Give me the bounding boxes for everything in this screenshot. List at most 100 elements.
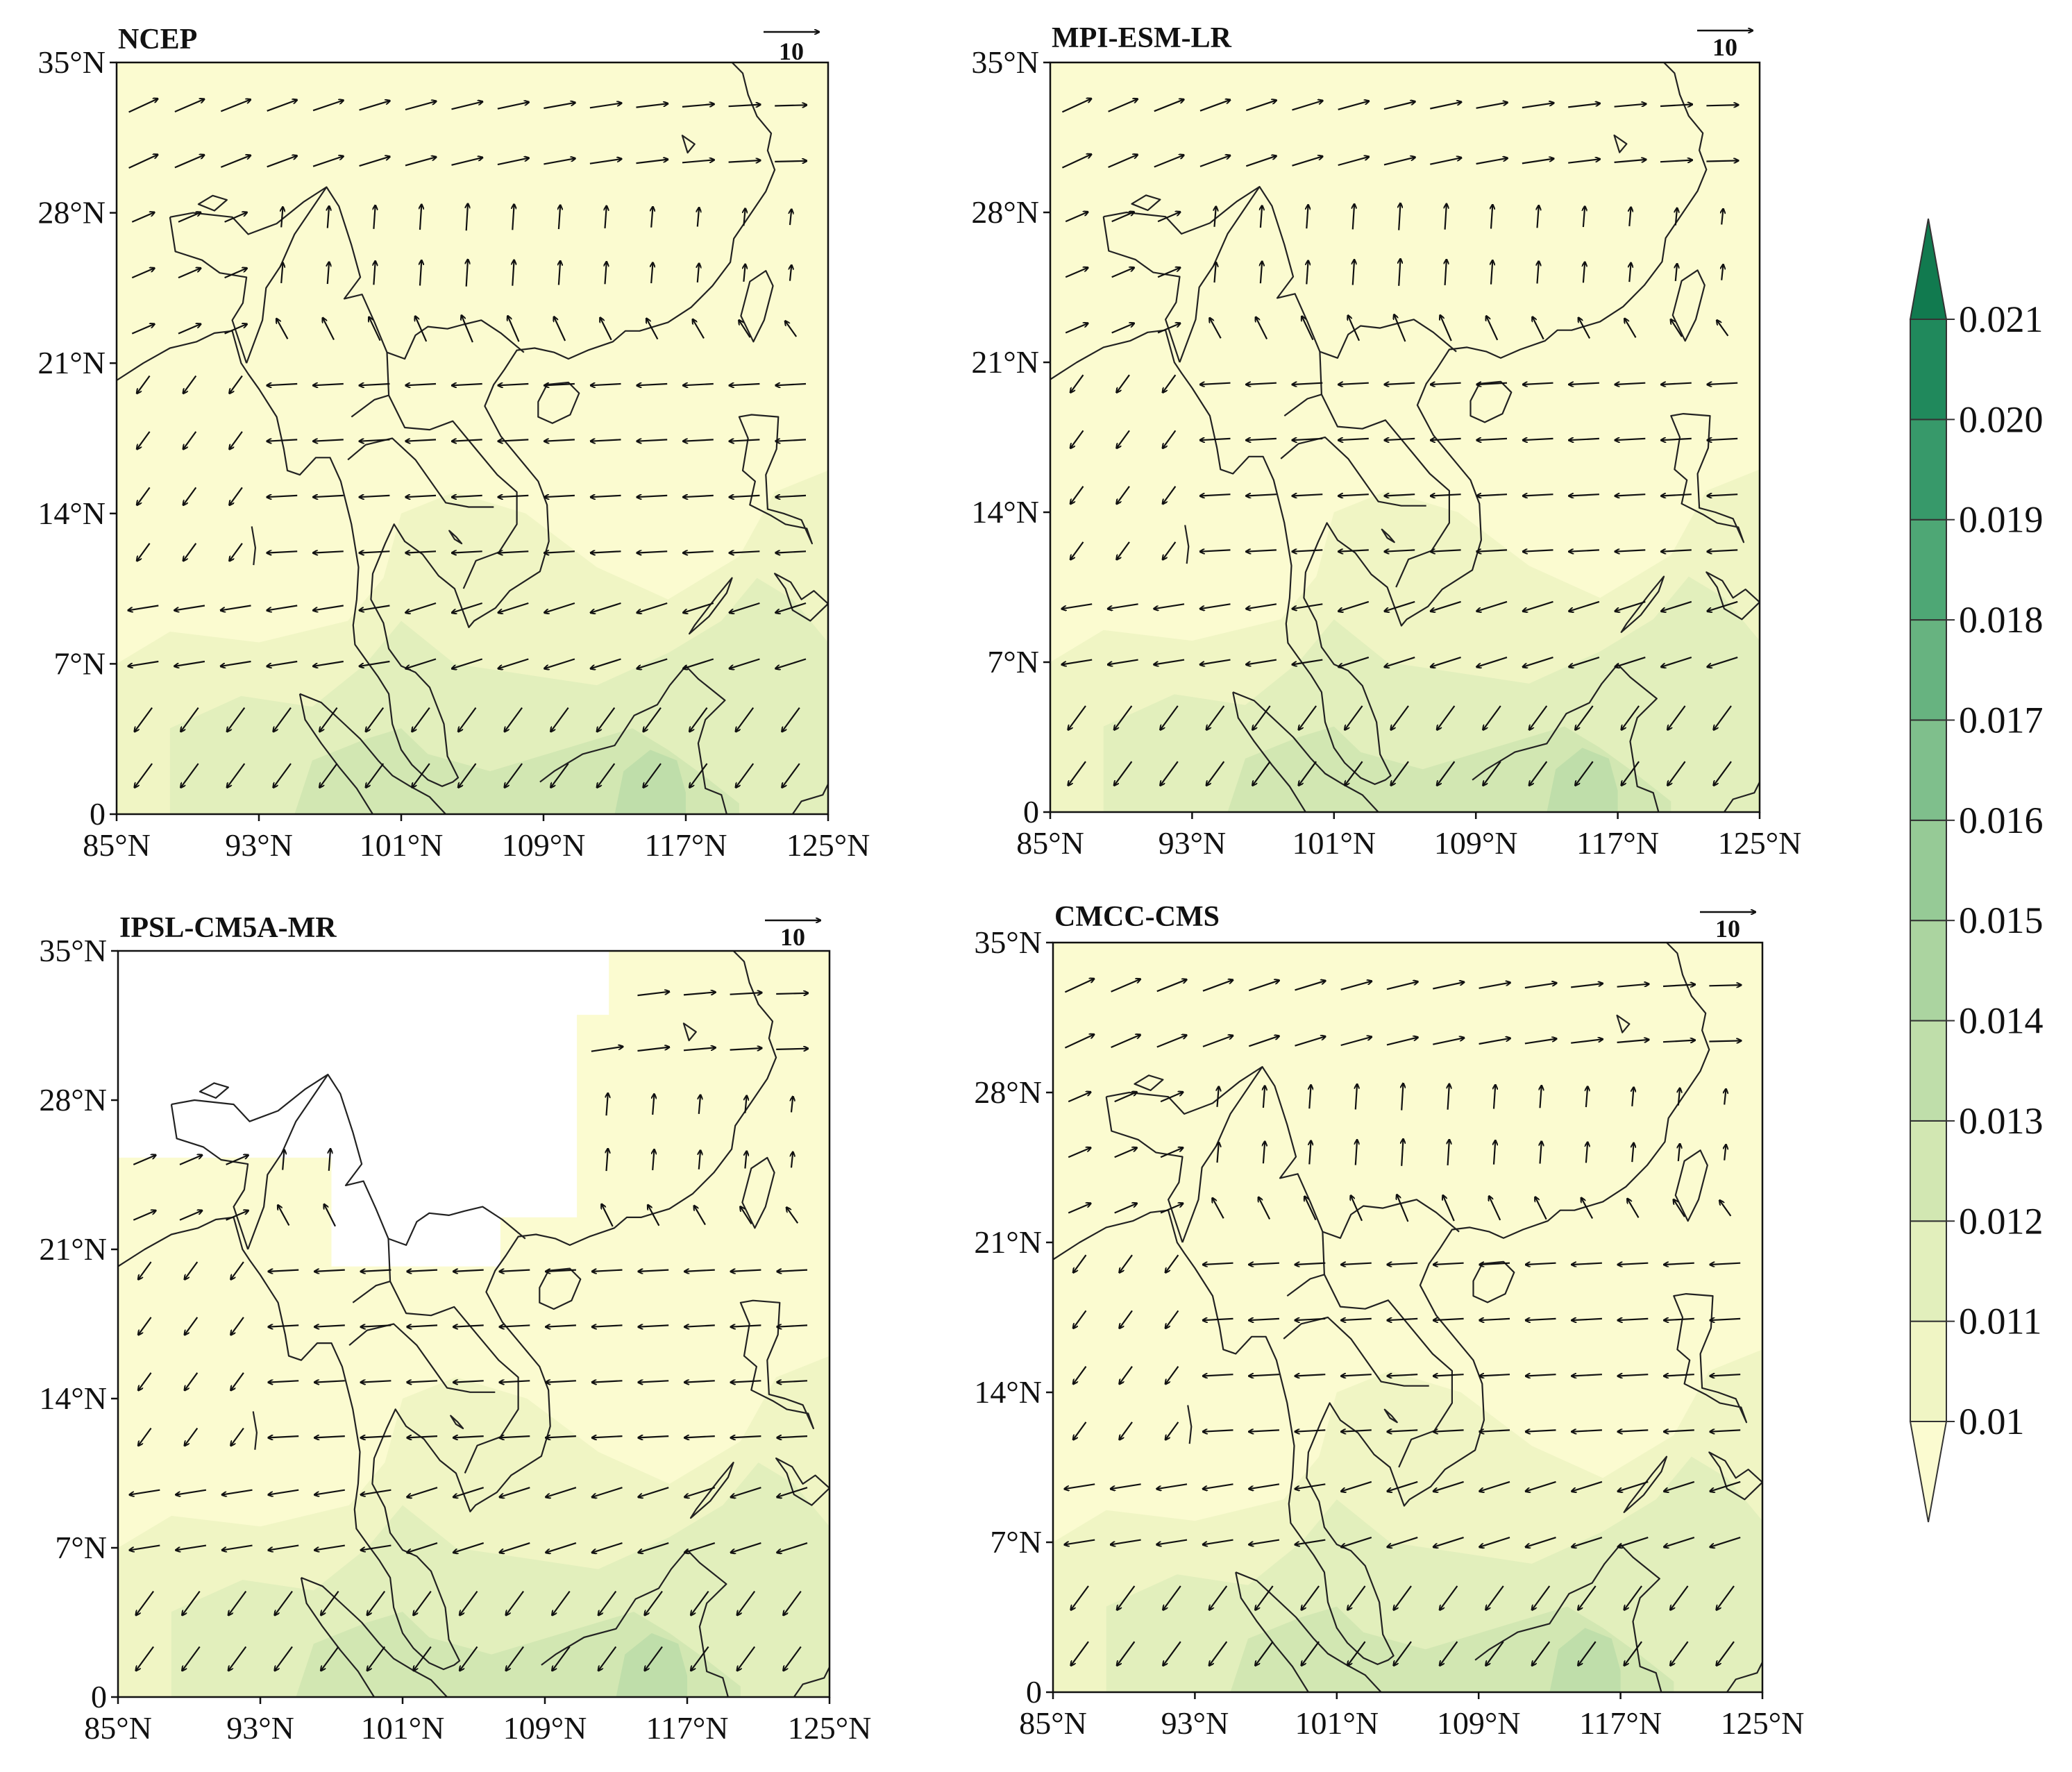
wind-vector [137,375,151,394]
wind-vector [1717,1641,1735,1666]
wind-vector [138,1427,152,1446]
wind-vector [1295,981,1326,991]
wind-vector [178,212,201,223]
coastlines [1053,943,1762,1692]
wind-vector [1202,1036,1233,1047]
wind-vector [1431,494,1461,496]
wind-vector [1568,103,1600,108]
wind-vector [174,155,204,169]
wind-vector [1523,600,1553,611]
lon-tick-label: 93°N [225,827,293,863]
reference-vector-label: 10 [1715,915,1740,943]
lon-tick-label: 93°N [1159,825,1227,861]
wind-vector [1433,1374,1464,1376]
wind-vector [737,1646,756,1671]
wind-vector [138,1317,152,1335]
wind-vector [361,1270,391,1272]
wind-vector [637,384,668,385]
wind-vector [1662,1040,1695,1043]
wind-vector [546,1270,576,1272]
wind-vector [730,602,760,613]
wind-vector [1494,1140,1495,1165]
wind-vector [1292,659,1323,665]
wind-vector [645,1590,663,1616]
wind-vector [1664,1430,1694,1431]
panel-ipsl-cm5a-mr: IPSL-CM5A-MR 10 0 7°N 14°N 21°N 28°N 35°N 85°N… [39,912,871,1746]
wind-vector [360,384,390,385]
wind-vector [1165,1254,1179,1272]
lat-tick-label: 0 [91,1679,107,1714]
lat-tick-label: 35°N [974,925,1042,960]
lat-tick-label: 21°N [37,345,106,380]
wind-vector [1338,383,1369,385]
wind-vector [652,1094,654,1115]
colorbar-label: 0.014 [1959,1000,2044,1042]
wind-vector [500,1487,530,1497]
wind-vector [691,1590,709,1616]
wind-vector [323,318,335,340]
wind-vector [1706,105,1738,106]
wind-vector [1431,600,1461,611]
lon-tick-label: 101°N [361,1710,445,1746]
wind-vector [267,155,297,168]
wind-vector [1386,1038,1418,1046]
wind-vector [1388,1319,1418,1320]
wind-vector [180,763,199,788]
wind-vector [498,602,529,613]
lon-tick-label: 109°N [1434,825,1518,861]
colorbar-segment [1910,1120,1947,1222]
wind-vector [1338,550,1369,551]
wind-vector [1486,316,1499,341]
wind-vector [1203,1430,1233,1431]
wind-vector [639,1487,669,1497]
wind-vector [507,316,520,342]
wind-vector [498,439,529,441]
wind-vector [1065,1539,1095,1545]
wind-vector [1708,494,1738,496]
wind-vector [683,1047,716,1052]
wind-vector [643,763,662,788]
wind-vector [1199,155,1230,167]
colorbar-label: 0.018 [1959,599,2044,641]
wind-vector [1483,705,1501,730]
wind-vector [1710,1480,1741,1492]
wind-vector [592,1270,623,1272]
wind-vector [1710,1374,1741,1376]
wind-vector [451,101,483,110]
lat-tick-label: 7°N [53,645,106,681]
map-content [1050,62,1760,812]
wind-vector [1385,550,1415,551]
wind-vector [1304,1197,1317,1221]
wind-vector [1526,1430,1556,1431]
wind-vector [1215,262,1216,283]
wind-vector [1476,550,1508,551]
frame [1049,61,1761,813]
wind-vector [178,268,201,279]
wind-vector [314,1325,345,1326]
wind-vector [651,207,652,228]
wind-vector [281,263,283,283]
lat-tick-label: 35°N [37,44,106,80]
wind-vector [227,763,246,788]
wind-vector [1431,383,1461,385]
wind-vector [1252,705,1271,730]
colorbar-segment [1910,518,1947,621]
wind-vector [1292,101,1323,111]
wind-vector [137,487,151,505]
wind-vector [224,212,247,223]
wind-vector [546,1542,577,1553]
wind-vector [1073,1366,1087,1384]
wind-vector [267,605,298,611]
lon-tick-label: 117°N [1576,825,1659,861]
lat-tick-label: 0 [1023,794,1039,829]
wind-vector [1111,212,1134,223]
lat-tick-label: 21°N [971,344,1039,380]
lon-tick-label: 101°N [1295,1705,1379,1741]
wind-vector [224,268,247,279]
wind-vector [731,1542,761,1553]
wind-vector [314,1381,345,1382]
wind-vector [405,101,436,111]
reference-vector: 10 [765,920,820,951]
wind-vector [131,324,154,335]
wind-vector [1246,603,1277,609]
